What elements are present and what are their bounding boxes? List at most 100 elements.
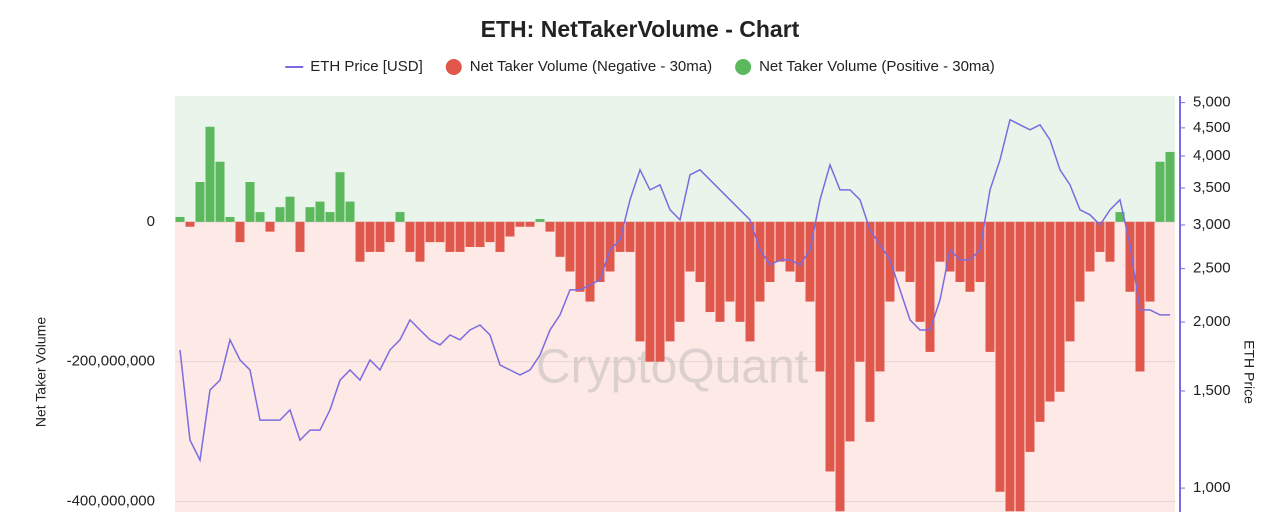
bar <box>1015 221 1025 512</box>
bar <box>465 221 475 248</box>
bar <box>745 221 755 342</box>
bar <box>545 221 555 232</box>
bar <box>495 221 505 252</box>
y2-tick-label: 3,000 <box>1193 216 1231 233</box>
bar <box>935 221 945 262</box>
y2-tick-label: 2,000 <box>1193 313 1231 330</box>
bar <box>905 221 915 282</box>
bar <box>965 221 975 292</box>
y2-tick-label: 1,000 <box>1193 479 1231 496</box>
watermark: CryptoQuant <box>536 341 808 394</box>
bar <box>335 172 345 222</box>
bar <box>225 216 235 222</box>
chart-title: ETH: NetTakerVolume - Chart <box>481 16 800 42</box>
bar <box>655 221 665 362</box>
y-tick-label: -200,000,000 <box>67 353 155 370</box>
bar <box>1135 221 1145 372</box>
bar <box>375 221 385 252</box>
bar <box>825 221 835 472</box>
bar <box>235 221 245 243</box>
bar <box>625 221 635 252</box>
bar <box>605 221 615 272</box>
bar <box>315 201 325 222</box>
bar <box>175 216 185 222</box>
bar <box>715 221 725 322</box>
bar <box>1155 161 1165 222</box>
bar <box>695 221 705 282</box>
bar <box>835 221 845 512</box>
y2-tick-label: 2,500 <box>1193 260 1231 277</box>
bar <box>1145 221 1155 302</box>
bar <box>275 207 285 222</box>
bar <box>425 221 435 243</box>
bar <box>305 207 315 222</box>
bar <box>725 221 735 302</box>
bar <box>1125 221 1135 292</box>
bar <box>285 196 295 222</box>
bar <box>635 221 645 342</box>
bar <box>195 181 205 222</box>
bar <box>675 221 685 322</box>
bar <box>485 221 495 243</box>
y2-tick-label: 5,000 <box>1193 94 1231 111</box>
bar <box>395 212 405 222</box>
bar <box>785 221 795 272</box>
bar <box>245 181 255 222</box>
bar <box>775 221 785 262</box>
y2-tick-label: 4,500 <box>1193 119 1231 136</box>
bar <box>985 221 995 352</box>
legend: ETH Price [USD] Net Taker Volume (Negativ… <box>285 58 995 75</box>
bar <box>1105 221 1115 262</box>
bar <box>1115 212 1125 222</box>
bar <box>1005 221 1015 512</box>
bar <box>705 221 715 313</box>
legend-label: Net Taker Volume (Negative - 30ma) <box>470 58 712 75</box>
bar <box>1095 221 1105 252</box>
bar <box>345 201 355 222</box>
bar <box>1165 151 1175 222</box>
legend-swatch <box>445 59 462 75</box>
y-tick-label: 0 <box>147 213 155 230</box>
bar <box>355 221 365 262</box>
bar <box>455 221 465 252</box>
bar <box>805 221 815 302</box>
y-axis-label: Net Taker Volume <box>33 317 49 427</box>
bar <box>535 219 545 222</box>
bar <box>875 221 885 372</box>
bar <box>975 221 985 282</box>
y2-tick-label: 1,500 <box>1193 382 1231 399</box>
y2-tick-label: 4,000 <box>1193 147 1231 164</box>
bar <box>265 221 275 232</box>
bar <box>205 126 215 222</box>
bar <box>555 221 565 257</box>
bar <box>415 221 425 262</box>
bar <box>185 221 195 227</box>
positive-zone <box>175 96 1175 222</box>
bar <box>215 161 225 222</box>
bar <box>995 221 1005 492</box>
bar <box>895 221 905 272</box>
bar <box>405 221 415 252</box>
bar <box>855 221 865 362</box>
bar <box>575 221 585 292</box>
bar <box>1035 221 1045 422</box>
bar <box>1055 221 1065 392</box>
y-tick-label: -400,000,000 <box>67 492 155 509</box>
bar <box>325 212 335 222</box>
bar <box>595 221 605 282</box>
bar <box>1065 221 1075 342</box>
legend-label: ETH Price [USD] <box>310 58 423 75</box>
bar <box>565 221 575 272</box>
bar <box>765 221 775 282</box>
bar <box>795 221 805 282</box>
bar <box>1045 221 1055 402</box>
bar <box>505 221 515 237</box>
bar <box>515 221 525 227</box>
bar <box>815 221 825 372</box>
bar <box>1085 221 1095 272</box>
price-line <box>179 118 1170 463</box>
legend-swatch <box>735 59 752 75</box>
bar <box>845 221 855 442</box>
bar <box>865 221 875 422</box>
